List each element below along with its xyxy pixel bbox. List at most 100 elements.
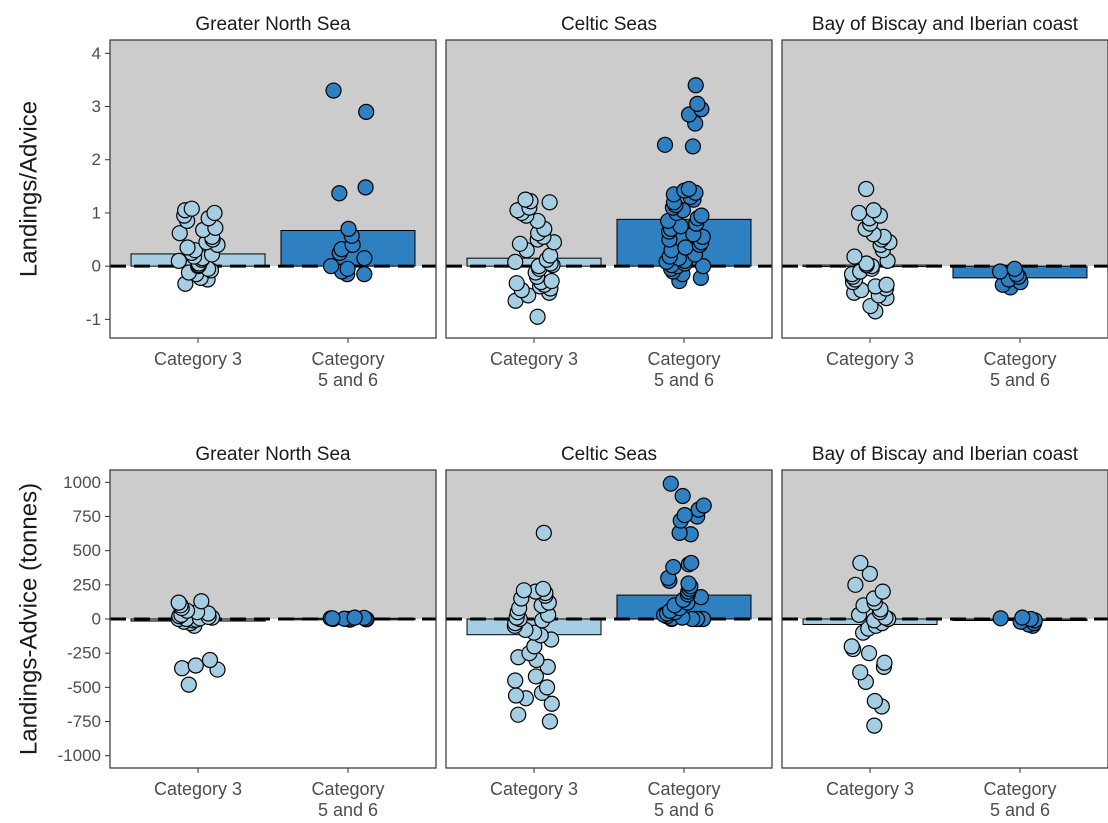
y-tick-label: 4: [92, 44, 101, 63]
x-tick-label-line: 5 and 6: [990, 800, 1050, 820]
x-tick-label-line: Category 3: [154, 349, 242, 369]
y-tick-label: 0: [92, 610, 101, 629]
data-point: [663, 476, 678, 491]
data-point: [512, 236, 527, 251]
panel: Bay of Biscay and Iberian coast Category …: [782, 14, 1108, 390]
panel: Bay of Biscay and Iberian coast Category …: [782, 444, 1108, 820]
data-point: [508, 254, 523, 269]
data-point: [866, 203, 881, 218]
x-tick-label-line: 5 and 6: [654, 800, 714, 820]
x-tick-label-line: Category 3: [154, 779, 242, 799]
data-point: [879, 277, 894, 292]
x-tick-label-line: 5 and 6: [318, 370, 378, 390]
data-point: [681, 182, 696, 197]
y-tick-label: 1000: [63, 473, 101, 492]
data-point: [542, 714, 557, 729]
y-tick-label: -1000: [58, 746, 101, 765]
data-point: [867, 718, 882, 733]
data-point: [1007, 261, 1022, 276]
panel-title: Bay of Biscay and Iberian coast: [812, 444, 1079, 465]
x-tick-label: Category 3: [490, 349, 578, 369]
data-point: [993, 611, 1008, 626]
x-tick-label-line: 5 and 6: [318, 800, 378, 820]
y-tick-label: 2: [92, 150, 101, 169]
x-tick-label: Category 3: [490, 779, 578, 799]
data-point: [1015, 610, 1030, 625]
data-point: [848, 577, 863, 592]
data-point: [875, 584, 890, 599]
data-point: [877, 655, 892, 670]
data-point: [666, 560, 681, 575]
data-point: [325, 611, 340, 626]
x-tick-label: Category 5 and 6: [983, 349, 1056, 390]
x-tick-label: Category 3: [154, 779, 242, 799]
x-tick-label-line: Category: [311, 779, 384, 799]
x-tick-label: Category 5 and 6: [647, 779, 720, 820]
data-point: [678, 240, 693, 255]
data-point: [688, 78, 703, 93]
y-tick-label: 250: [73, 575, 101, 594]
data-point: [508, 673, 523, 688]
panel: Greater North Sea Category 3 Category 5 and…: [110, 14, 436, 390]
negative-region: [110, 266, 436, 338]
y-axis-title: Landings-Advice (tonnes): [15, 483, 42, 755]
x-tick-label-line: 5 and 6: [990, 370, 1050, 390]
panel-title: Celtic Seas: [561, 444, 657, 465]
panel-title: Greater North Sea: [195, 14, 351, 35]
data-point: [847, 249, 862, 264]
panel-title: Celtic Seas: [561, 14, 657, 35]
negative-region: [446, 266, 772, 338]
data-point: [544, 274, 559, 289]
data-point: [180, 240, 195, 255]
data-point: [347, 610, 362, 625]
x-tick-label: Category 5 and 6: [311, 779, 384, 820]
x-tick-label-line: Category 3: [490, 779, 578, 799]
data-point: [677, 508, 692, 523]
x-tick-label: Category 5 and 6: [311, 349, 384, 390]
positive-region: [782, 40, 1108, 266]
data-point: [184, 201, 199, 216]
x-tick-label: Category 3: [826, 349, 914, 369]
data-point: [853, 665, 868, 680]
data-point: [536, 581, 551, 596]
panel: Celtic Seas Category 3 Category 5 and 6: [446, 444, 772, 820]
x-tick-label-line: Category 3: [826, 779, 914, 799]
data-point: [509, 276, 524, 291]
y-tick-label: 0: [92, 257, 101, 276]
y-tick-label: -250: [67, 644, 101, 663]
x-tick-label-line: Category: [647, 779, 720, 799]
data-point: [853, 555, 868, 570]
positive-region: [782, 470, 1108, 619]
data-point: [357, 251, 372, 266]
negative-region: [446, 619, 772, 768]
data-point: [181, 677, 196, 692]
x-tick-label: Category 5 and 6: [647, 349, 720, 390]
x-tick-label: Category 5 and 6: [983, 779, 1056, 820]
x-tick-label: Category 3: [826, 779, 914, 799]
data-point: [675, 488, 690, 503]
data-point: [340, 261, 355, 276]
data-point: [993, 264, 1008, 279]
x-tick-label-line: Category 3: [490, 349, 578, 369]
data-point: [341, 221, 356, 236]
data-point: [194, 594, 209, 609]
data-point: [690, 96, 705, 111]
data-point: [359, 104, 374, 119]
x-tick-label-line: Category: [647, 349, 720, 369]
x-tick-label-line: Category: [983, 349, 1056, 369]
y-tick-label: 1: [92, 203, 101, 222]
x-tick-label-line: 5 and 6: [654, 370, 714, 390]
data-point: [326, 83, 341, 98]
y-tick-label: 500: [73, 541, 101, 560]
data-point: [324, 259, 339, 274]
y-tick-label: -1: [86, 310, 101, 329]
data-point: [685, 139, 700, 154]
panel: Greater North Sea Category 3 Category 5 and…: [110, 444, 436, 820]
x-tick-label-line: Category: [983, 779, 1056, 799]
y-tick-label: -500: [67, 678, 101, 697]
data-point: [332, 186, 347, 201]
data-point: [543, 248, 558, 263]
y-axis-title: Landings/Advice: [15, 101, 42, 277]
panel-title: Greater North Sea: [195, 444, 351, 465]
